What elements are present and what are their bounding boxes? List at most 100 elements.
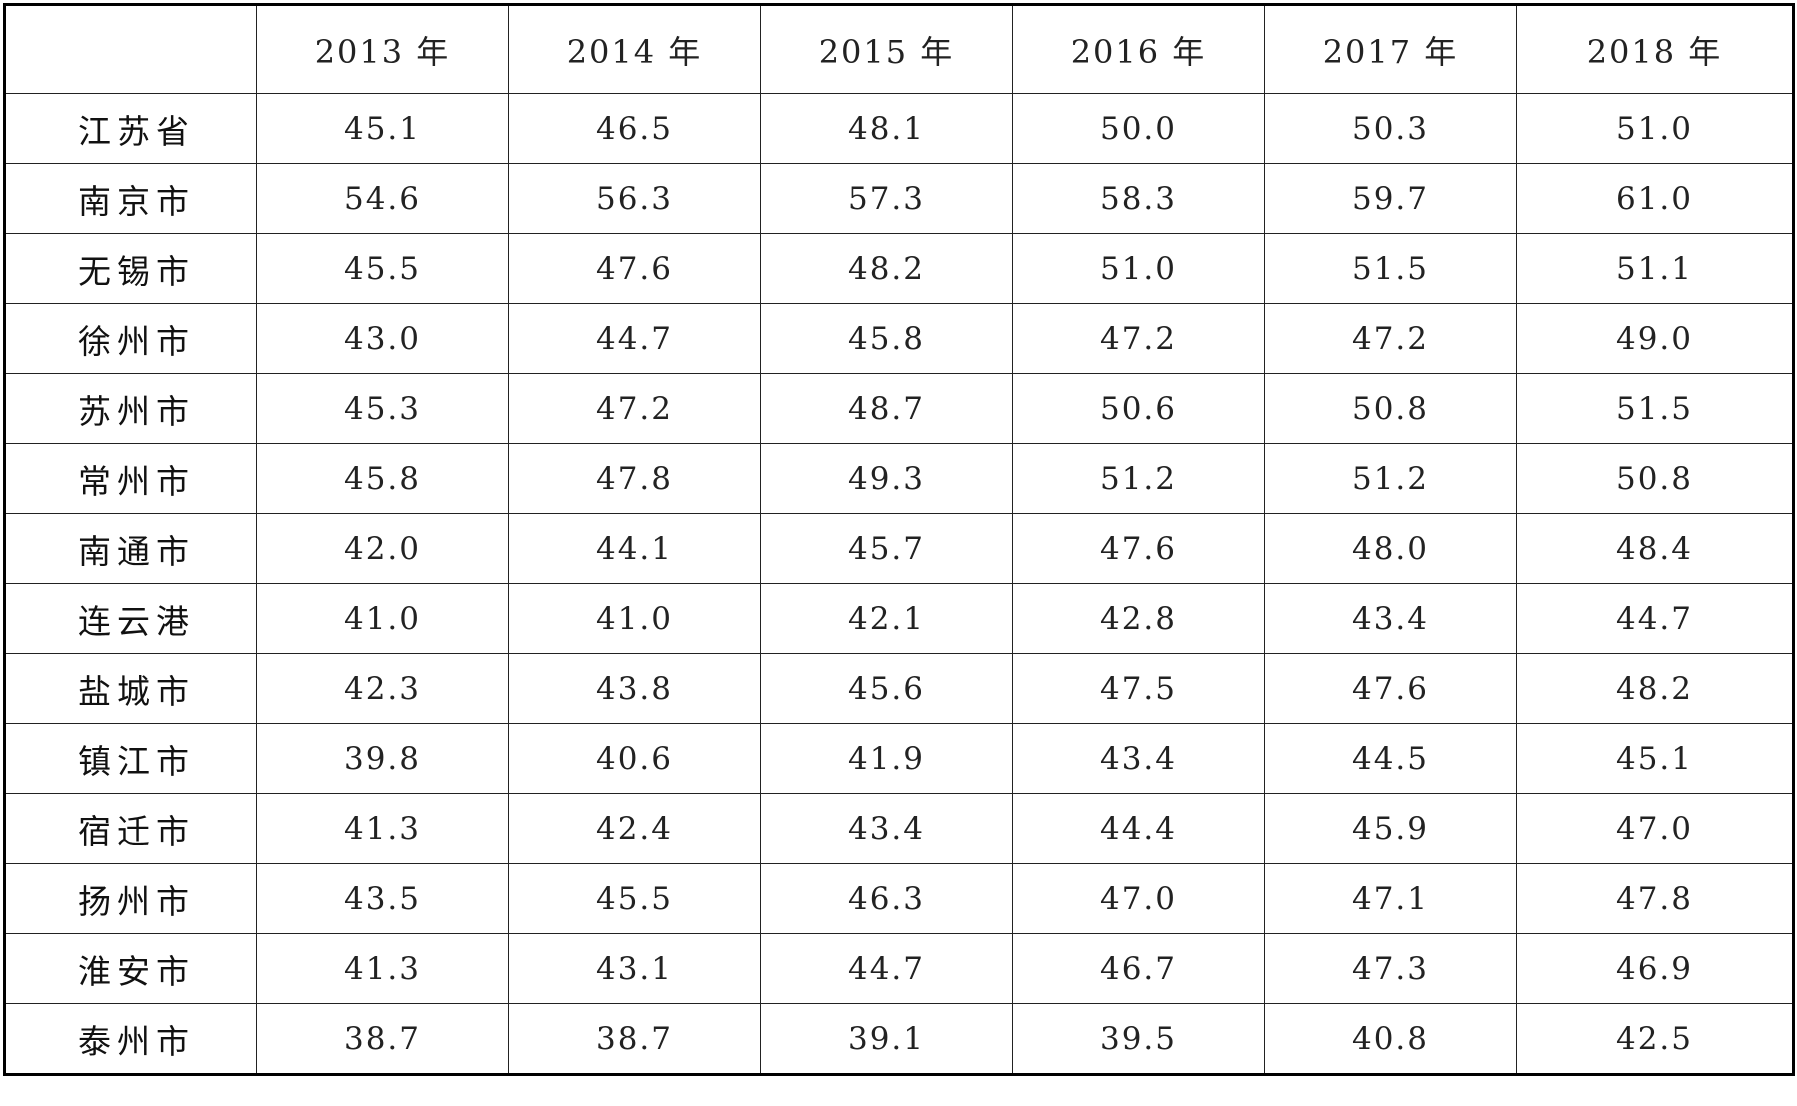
table-row: 徐州市 43.0 44.7 45.8 47.2 47.2 49.0 [4, 303, 1794, 374]
row-label: 南京市 [4, 163, 257, 234]
table-cell: 45.5 [508, 863, 761, 934]
table-cell: 42.1 [760, 583, 1013, 654]
table-cell: 50.0 [1012, 93, 1265, 164]
table-cell: 48.7 [760, 373, 1013, 444]
table-cell: 43.0 [256, 303, 509, 374]
table-cell: 47.2 [508, 373, 761, 444]
table-cell: 44.1 [508, 513, 761, 584]
data-table: 2013 年 2014 年 2015 年 2016 年 2017 年 2018 … [3, 3, 1795, 1076]
table-cell: 45.3 [256, 373, 509, 444]
table-cell: 46.5 [508, 93, 761, 164]
row-label: 苏州市 [4, 373, 257, 444]
table-row: 镇江市 39.8 40.6 41.9 43.4 44.5 45.1 [4, 723, 1794, 794]
table-cell: 44.7 [760, 933, 1013, 1004]
column-header-2016: 2016 年 [1012, 4, 1265, 94]
row-label: 连云港 [4, 583, 257, 654]
row-label: 无锡市 [4, 233, 257, 304]
table-row: 盐城市 42.3 43.8 45.6 47.5 47.6 48.2 [4, 653, 1794, 724]
table-cell: 47.5 [1012, 653, 1265, 724]
table-cell: 38.7 [256, 1003, 509, 1075]
table-cell: 48.2 [760, 233, 1013, 304]
table-cell: 43.1 [508, 933, 761, 1004]
table-cell: 44.7 [508, 303, 761, 374]
table-cell: 48.1 [760, 93, 1013, 164]
table-cell: 50.8 [1264, 373, 1517, 444]
table-cell: 40.6 [508, 723, 761, 794]
table-cell: 57.3 [760, 163, 1013, 234]
table-cell: 49.3 [760, 443, 1013, 514]
table-row: 连云港 41.0 41.0 42.1 42.8 43.4 44.7 [4, 583, 1794, 654]
row-label: 江苏省 [4, 93, 257, 164]
table-header-row: 2013 年 2014 年 2015 年 2016 年 2017 年 2018 … [4, 4, 1794, 94]
row-label: 淮安市 [4, 933, 257, 1004]
table-cell: 47.2 [1264, 303, 1517, 374]
table-cell: 47.3 [1264, 933, 1517, 1004]
table-cell: 47.0 [1012, 863, 1265, 934]
table-cell: 48.2 [1516, 653, 1794, 724]
table-cell: 44.5 [1264, 723, 1517, 794]
table-cell: 58.3 [1012, 163, 1265, 234]
table-cell: 39.8 [256, 723, 509, 794]
table-row: 南京市 54.6 56.3 57.3 58.3 59.7 61.0 [4, 163, 1794, 234]
table-cell: 41.9 [760, 723, 1013, 794]
table-row: 江苏省 45.1 46.5 48.1 50.0 50.3 51.0 [4, 93, 1794, 164]
table-cell: 51.2 [1012, 443, 1265, 514]
column-header-2015: 2015 年 [760, 4, 1013, 94]
table-cell: 44.4 [1012, 793, 1265, 864]
row-label: 宿迁市 [4, 793, 257, 864]
table-cell: 47.0 [1516, 793, 1794, 864]
table-cell: 40.8 [1264, 1003, 1517, 1075]
table-row: 淮安市 41.3 43.1 44.7 46.7 47.3 46.9 [4, 933, 1794, 1004]
table-cell: 43.4 [1012, 723, 1265, 794]
table-cell: 51.1 [1516, 233, 1794, 304]
table-cell: 47.6 [1012, 513, 1265, 584]
column-header-2018: 2018 年 [1516, 4, 1794, 94]
table-cell: 45.9 [1264, 793, 1517, 864]
table-cell: 42.4 [508, 793, 761, 864]
table-cell: 59.7 [1264, 163, 1517, 234]
table-cell: 61.0 [1516, 163, 1794, 234]
table-cell: 43.4 [760, 793, 1013, 864]
table-cell: 45.5 [256, 233, 509, 304]
table-cell: 45.8 [760, 303, 1013, 374]
table-cell: 42.5 [1516, 1003, 1794, 1075]
table-cell: 43.8 [508, 653, 761, 724]
table-cell: 44.7 [1516, 583, 1794, 654]
table-cell: 47.6 [1264, 653, 1517, 724]
table-cell: 45.8 [256, 443, 509, 514]
table-cell: 48.4 [1516, 513, 1794, 584]
table-cell: 46.7 [1012, 933, 1265, 1004]
table-cell: 51.5 [1264, 233, 1517, 304]
table-cell: 47.6 [508, 233, 761, 304]
table-cell: 54.6 [256, 163, 509, 234]
table-cell: 41.3 [256, 793, 509, 864]
table-cell: 42.3 [256, 653, 509, 724]
row-label: 南通市 [4, 513, 257, 584]
table-cell: 50.3 [1264, 93, 1517, 164]
column-header-2014: 2014 年 [508, 4, 761, 94]
table-cell: 41.3 [256, 933, 509, 1004]
corner-cell [4, 4, 257, 94]
table-cell: 45.1 [1516, 723, 1794, 794]
table-cell: 46.9 [1516, 933, 1794, 1004]
table-cell: 56.3 [508, 163, 761, 234]
table-cell: 38.7 [508, 1003, 761, 1075]
table-cell: 50.6 [1012, 373, 1265, 444]
table-row: 苏州市 45.3 47.2 48.7 50.6 50.8 51.5 [4, 373, 1794, 444]
row-label: 常州市 [4, 443, 257, 514]
row-label: 徐州市 [4, 303, 257, 374]
table-cell: 49.0 [1516, 303, 1794, 374]
table-cell: 45.7 [760, 513, 1013, 584]
table-row: 无锡市 45.5 47.6 48.2 51.0 51.5 51.1 [4, 233, 1794, 304]
row-label: 盐城市 [4, 653, 257, 724]
table-cell: 46.3 [760, 863, 1013, 934]
table-cell: 43.5 [256, 863, 509, 934]
row-label: 扬州市 [4, 863, 257, 934]
row-label: 泰州市 [4, 1003, 257, 1075]
table-row: 宿迁市 41.3 42.4 43.4 44.4 45.9 47.0 [4, 793, 1794, 864]
table-cell: 39.1 [760, 1003, 1013, 1075]
column-header-2017: 2017 年 [1264, 4, 1517, 94]
table-row: 泰州市 38.7 38.7 39.1 39.5 40.8 42.5 [4, 1003, 1794, 1075]
table-cell: 43.4 [1264, 583, 1517, 654]
table-cell: 47.8 [508, 443, 761, 514]
